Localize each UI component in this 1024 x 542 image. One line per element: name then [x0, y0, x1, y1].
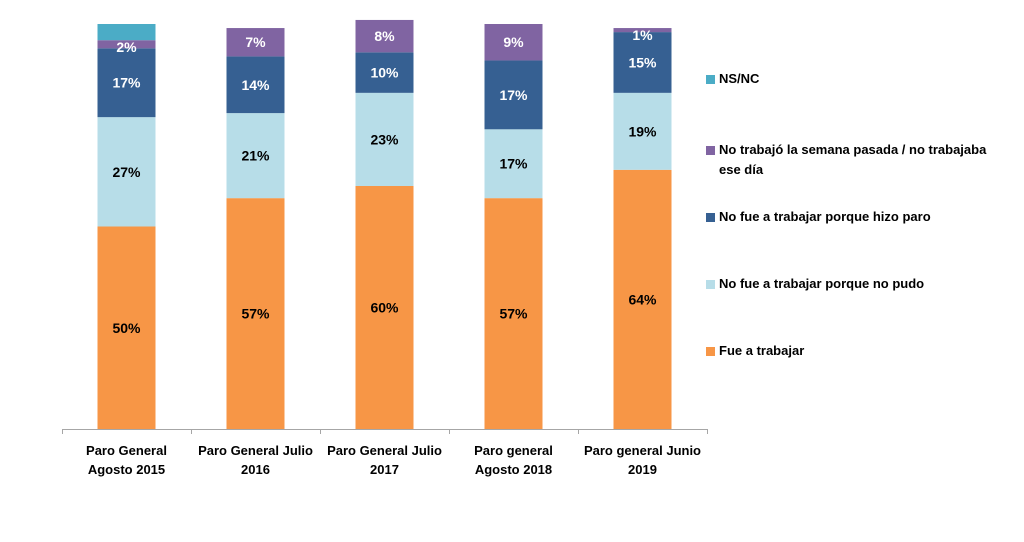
- legend-label-line: NS/NC: [719, 71, 760, 86]
- x-tick-label: 2019: [628, 462, 657, 477]
- data-label: 21%: [241, 148, 270, 164]
- bar-segment: [355, 186, 414, 429]
- data-label: 64%: [628, 291, 657, 307]
- data-label: 57%: [499, 306, 528, 322]
- data-label: 60%: [370, 300, 399, 316]
- legend-item-hizo-paro: No fue a trabajar porque hizo paro: [706, 207, 1018, 227]
- data-label: 2%: [116, 39, 137, 55]
- legend-label-line: No trabajó la semana pasada / no trabaja…: [719, 142, 987, 157]
- bar-segment: [97, 48, 156, 118]
- bar-segment: [484, 60, 543, 130]
- legend-item-fue-a-trabajar: Fue a trabajar: [706, 341, 1018, 361]
- bar-segment: [484, 129, 543, 199]
- x-tick-label: Paro General: [86, 443, 167, 458]
- data-label: 50%: [112, 320, 141, 336]
- bars-group: 50% 27% 17% 2% 57% 21% 14% 7% 60% 23% 10% 8% 57% 17% 1…: [97, 19, 672, 430]
- bar-segment: [97, 226, 156, 429]
- legend-label-line: No fue a trabajar porque no pudo: [719, 276, 925, 291]
- data-label: 19%: [628, 123, 657, 139]
- legend-label: Fue a trabajar: [719, 341, 804, 361]
- bar-segment: [226, 56, 285, 114]
- data-label: 1%: [632, 27, 653, 43]
- bar-segment: [97, 117, 156, 227]
- data-label: 8%: [374, 28, 395, 44]
- data-label: 10%: [370, 65, 399, 81]
- x-tick-label: 2017: [370, 462, 399, 477]
- legend-item-no-pudo: No fue a trabajar porque no pudo: [706, 274, 1018, 294]
- bar-segment: [226, 113, 285, 199]
- data-label: 17%: [499, 87, 528, 103]
- bar-segment: [613, 32, 672, 93]
- bar-segment: [355, 19, 414, 53]
- legend-swatch: [706, 347, 715, 356]
- legend-label: No fue a trabajar porque no pudo: [719, 274, 924, 294]
- bar-segment: [484, 24, 543, 61]
- data-label: 14%: [241, 77, 270, 93]
- bar-segment: [355, 52, 414, 93]
- x-tick-label: Paro general: [474, 443, 553, 458]
- legend-swatch: [706, 280, 715, 289]
- bar-segment: [613, 169, 672, 430]
- data-label: 7%: [245, 34, 266, 50]
- bar-segment: [97, 40, 156, 49]
- bar-segment: [613, 28, 672, 33]
- legend-label-line: ese día: [719, 162, 764, 177]
- legend-item-ns-nc: NS/NC: [706, 69, 1018, 89]
- x-axis: [62, 429, 708, 434]
- legend-label: No fue a trabajar porque hizo paro: [719, 207, 931, 227]
- x-tick-label: Agosto 2015: [88, 462, 165, 477]
- x-tick-label: Agosto 2018: [475, 462, 552, 477]
- bar-segment: [226, 28, 285, 57]
- x-tick-label: Paro general Junio: [584, 443, 701, 458]
- data-label: 27%: [112, 164, 141, 180]
- data-label: 15%: [628, 54, 657, 70]
- bar-segment: [355, 92, 414, 186]
- legend-swatch: [706, 146, 715, 155]
- data-label: 23%: [370, 131, 399, 147]
- x-tick-label: Paro General Julio: [327, 443, 442, 458]
- legend-swatch: [706, 75, 715, 84]
- x-axis-labels: Paro General Agosto 2015 Paro General Juli…: [86, 443, 701, 477]
- bar-segment: [613, 92, 672, 170]
- bar-segment: [484, 198, 543, 429]
- x-tick-label: Paro General Julio: [198, 443, 313, 458]
- bar-segment: [97, 24, 156, 41]
- data-label: 9%: [503, 34, 524, 50]
- legend-label-line: Fue a trabajar: [719, 343, 805, 358]
- data-label: 57%: [241, 306, 270, 322]
- legend-swatch: [706, 213, 715, 222]
- legend-item-no-trabajo-semana-pasada: No trabajó la semana pasada / no trabaja…: [706, 140, 1018, 180]
- data-label: 17%: [112, 75, 141, 91]
- bar-segment: [226, 198, 285, 429]
- x-tick-label: 2016: [241, 462, 270, 477]
- legend-label: NS/NC: [719, 69, 759, 89]
- legend-label: No trabajó la semana pasada / no trabaja…: [719, 140, 986, 180]
- data-label: 17%: [499, 156, 528, 172]
- legend-label-line: No fue a trabajar porque hizo paro: [719, 209, 931, 224]
